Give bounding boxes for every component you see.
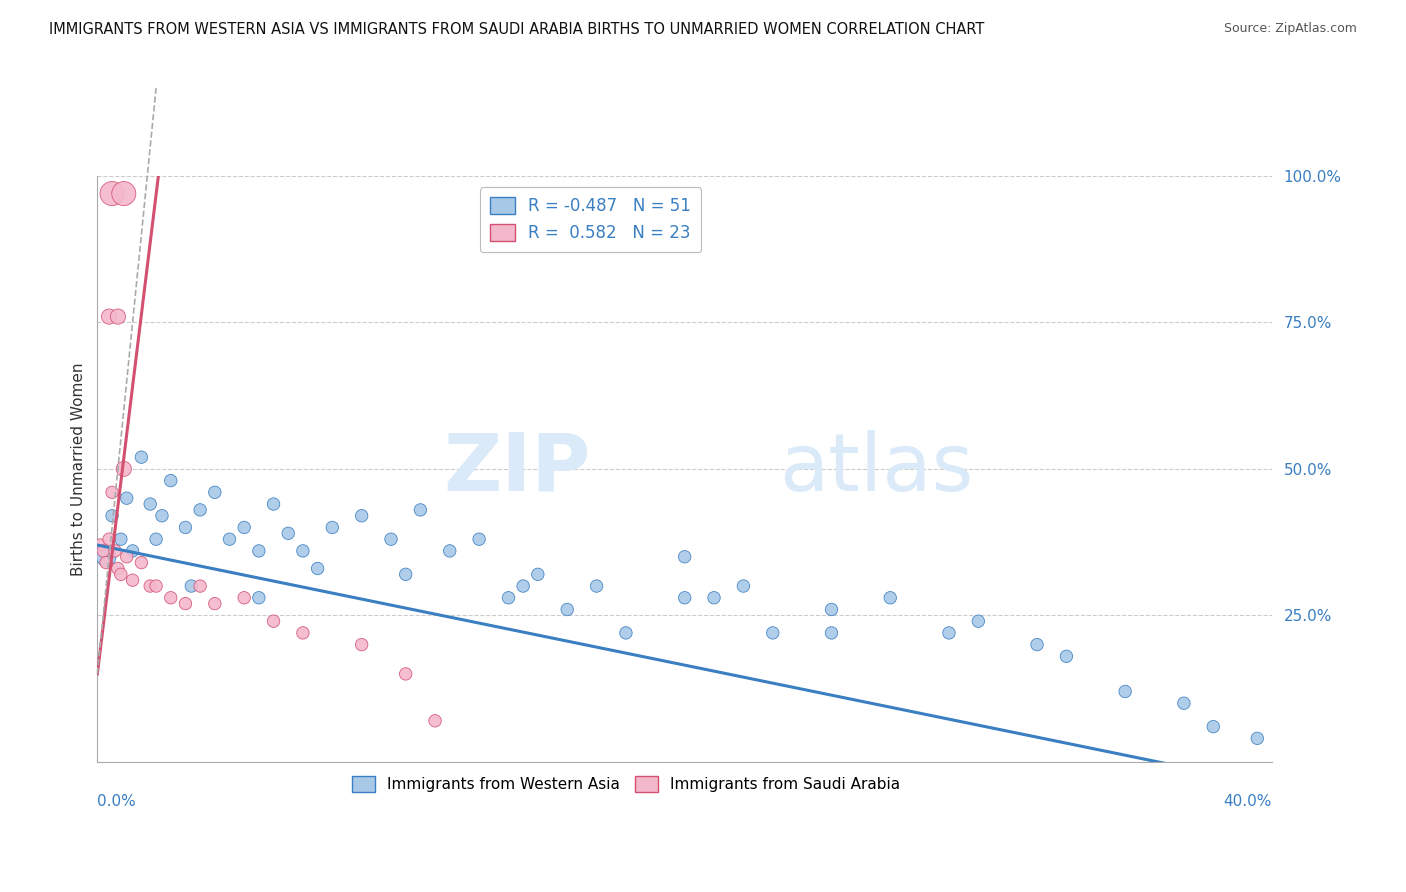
Point <box>614 626 637 640</box>
Point <box>98 532 121 546</box>
Point <box>139 579 162 593</box>
Point <box>159 591 181 605</box>
Point <box>527 567 550 582</box>
Point <box>263 614 285 628</box>
Point <box>145 532 167 546</box>
Point <box>585 579 607 593</box>
Point <box>468 532 491 546</box>
Point <box>131 450 153 465</box>
Text: IMMIGRANTS FROM WESTERN ASIA VS IMMIGRANTS FROM SAUDI ARABIA BIRTHS TO UNMARRIED: IMMIGRANTS FROM WESTERN ASIA VS IMMIGRAN… <box>49 22 984 37</box>
Point <box>115 491 138 506</box>
Point <box>879 591 901 605</box>
Point <box>174 597 197 611</box>
Point <box>204 597 226 611</box>
Point <box>101 485 124 500</box>
Point <box>96 549 118 564</box>
Point <box>204 485 226 500</box>
Point <box>188 579 211 593</box>
Point <box>139 497 162 511</box>
Point <box>121 573 143 587</box>
Point <box>263 497 285 511</box>
Text: ZIP: ZIP <box>443 430 591 508</box>
Point <box>380 532 402 546</box>
Point <box>107 561 129 575</box>
Point <box>277 526 299 541</box>
Point <box>1054 649 1077 664</box>
Point <box>1202 720 1225 734</box>
Point <box>1114 684 1136 698</box>
Point <box>159 474 181 488</box>
Point <box>423 714 446 728</box>
Point <box>703 591 725 605</box>
Text: Source: ZipAtlas.com: Source: ZipAtlas.com <box>1223 22 1357 36</box>
Point <box>820 602 842 616</box>
Text: atlas: atlas <box>779 430 973 508</box>
Point <box>188 503 211 517</box>
Point <box>350 638 373 652</box>
Point <box>291 626 314 640</box>
Point <box>673 591 696 605</box>
Point <box>1173 696 1195 710</box>
Point <box>112 462 135 476</box>
Point <box>409 503 432 517</box>
Point <box>439 544 461 558</box>
Point <box>395 567 418 582</box>
Point <box>395 667 418 681</box>
Point <box>673 549 696 564</box>
Point <box>96 556 118 570</box>
Point <box>98 310 121 324</box>
Point <box>291 544 314 558</box>
Point <box>1026 638 1049 652</box>
Point <box>107 310 129 324</box>
Point <box>115 549 138 564</box>
Point <box>233 520 256 534</box>
Point <box>174 520 197 534</box>
Point <box>89 538 111 552</box>
Y-axis label: Births to Unmarried Women: Births to Unmarried Women <box>72 362 86 575</box>
Text: 0.0%: 0.0% <box>97 794 136 809</box>
Point <box>180 579 202 593</box>
Text: 40.0%: 40.0% <box>1223 794 1272 809</box>
Point <box>145 579 167 593</box>
Point <box>512 579 534 593</box>
Point <box>733 579 755 593</box>
Point <box>101 186 124 201</box>
Point <box>350 508 373 523</box>
Point <box>820 626 842 640</box>
Point <box>1246 731 1268 746</box>
Point <box>233 591 256 605</box>
Point <box>307 561 329 575</box>
Point <box>104 544 127 558</box>
Point <box>247 591 270 605</box>
Point <box>150 508 173 523</box>
Point <box>762 626 785 640</box>
Point <box>91 544 114 558</box>
Point <box>555 602 578 616</box>
Point <box>101 508 124 523</box>
Point <box>967 614 990 628</box>
Point <box>247 544 270 558</box>
Point <box>321 520 343 534</box>
Point <box>110 567 132 582</box>
Point <box>938 626 960 640</box>
Point <box>121 544 143 558</box>
Point <box>112 186 135 201</box>
Point <box>131 556 153 570</box>
Point <box>110 532 132 546</box>
Point <box>218 532 240 546</box>
Legend: Immigrants from Western Asia, Immigrants from Saudi Arabia: Immigrants from Western Asia, Immigrants… <box>346 770 907 798</box>
Point <box>498 591 520 605</box>
